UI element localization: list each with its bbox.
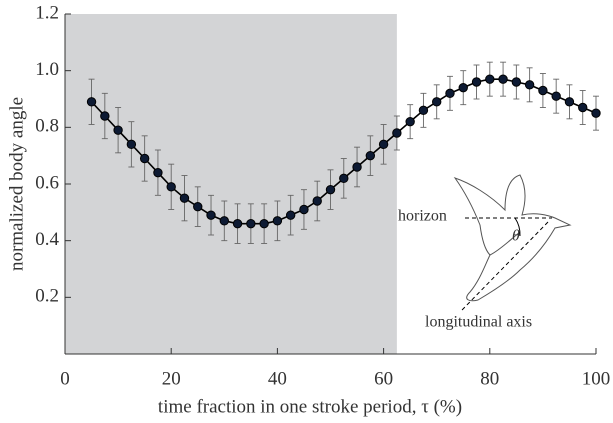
data-point	[193, 201, 203, 212]
plot-background	[65, 14, 397, 354]
data-point	[166, 182, 176, 192]
data-point	[339, 173, 349, 184]
data-point	[86, 97, 97, 107]
data-point	[445, 88, 455, 99]
y-tick-label: 0.6	[35, 172, 59, 193]
y-tick-label: 0.8	[35, 116, 59, 137]
data-point	[312, 196, 322, 206]
data-point	[219, 216, 230, 226]
data-point	[100, 111, 110, 121]
data-point	[272, 216, 283, 226]
x-tick-label: 80	[480, 368, 499, 389]
data-point	[538, 85, 548, 96]
data-point	[299, 204, 309, 215]
data-point	[591, 108, 601, 118]
data-point	[564, 97, 575, 107]
data-point	[578, 102, 588, 113]
data-point	[392, 128, 402, 138]
data-point	[365, 150, 376, 161]
data-point	[325, 184, 336, 195]
data-point	[378, 139, 389, 150]
data-point	[179, 193, 190, 203]
data-point	[246, 218, 256, 229]
x-tick-label: 20	[162, 368, 181, 389]
data-point	[458, 82, 468, 93]
data-point	[352, 162, 362, 172]
data-point	[126, 139, 137, 150]
data-point	[153, 167, 163, 178]
data-point	[418, 105, 429, 116]
data-point	[259, 218, 269, 229]
annotation: horizon	[398, 208, 447, 225]
data-point	[432, 97, 442, 107]
data-point	[113, 125, 123, 135]
y-tick-label: 1.0	[35, 59, 59, 80]
data-point	[511, 77, 522, 87]
data-point	[485, 74, 495, 84]
annotation: θ	[512, 228, 520, 245]
x-tick-label: 0	[60, 368, 70, 389]
y-tick-label: 1.2	[35, 2, 59, 23]
data-point	[232, 218, 243, 229]
data-point	[551, 91, 561, 101]
x-tick-label: 40	[268, 368, 287, 389]
data-point	[405, 116, 415, 127]
data-point	[206, 210, 216, 220]
annotation: longitudinal axis	[425, 314, 532, 331]
y-tick-label: 0.4	[35, 229, 59, 250]
data-point	[285, 210, 296, 220]
bird-inset	[453, 174, 572, 311]
shaded-region	[65, 14, 397, 354]
y-axis-label: normalized body angle	[6, 97, 27, 271]
y-tick-label: 0.2	[35, 286, 59, 307]
data-point	[524, 80, 535, 90]
x-axis-label: time fraction in one stroke period, τ (%…	[158, 396, 462, 417]
data-point	[498, 74, 508, 84]
x-tick-label: 100	[582, 368, 611, 389]
data-point	[139, 153, 150, 164]
data-point	[471, 77, 482, 87]
x-tick-label: 60	[374, 368, 393, 389]
